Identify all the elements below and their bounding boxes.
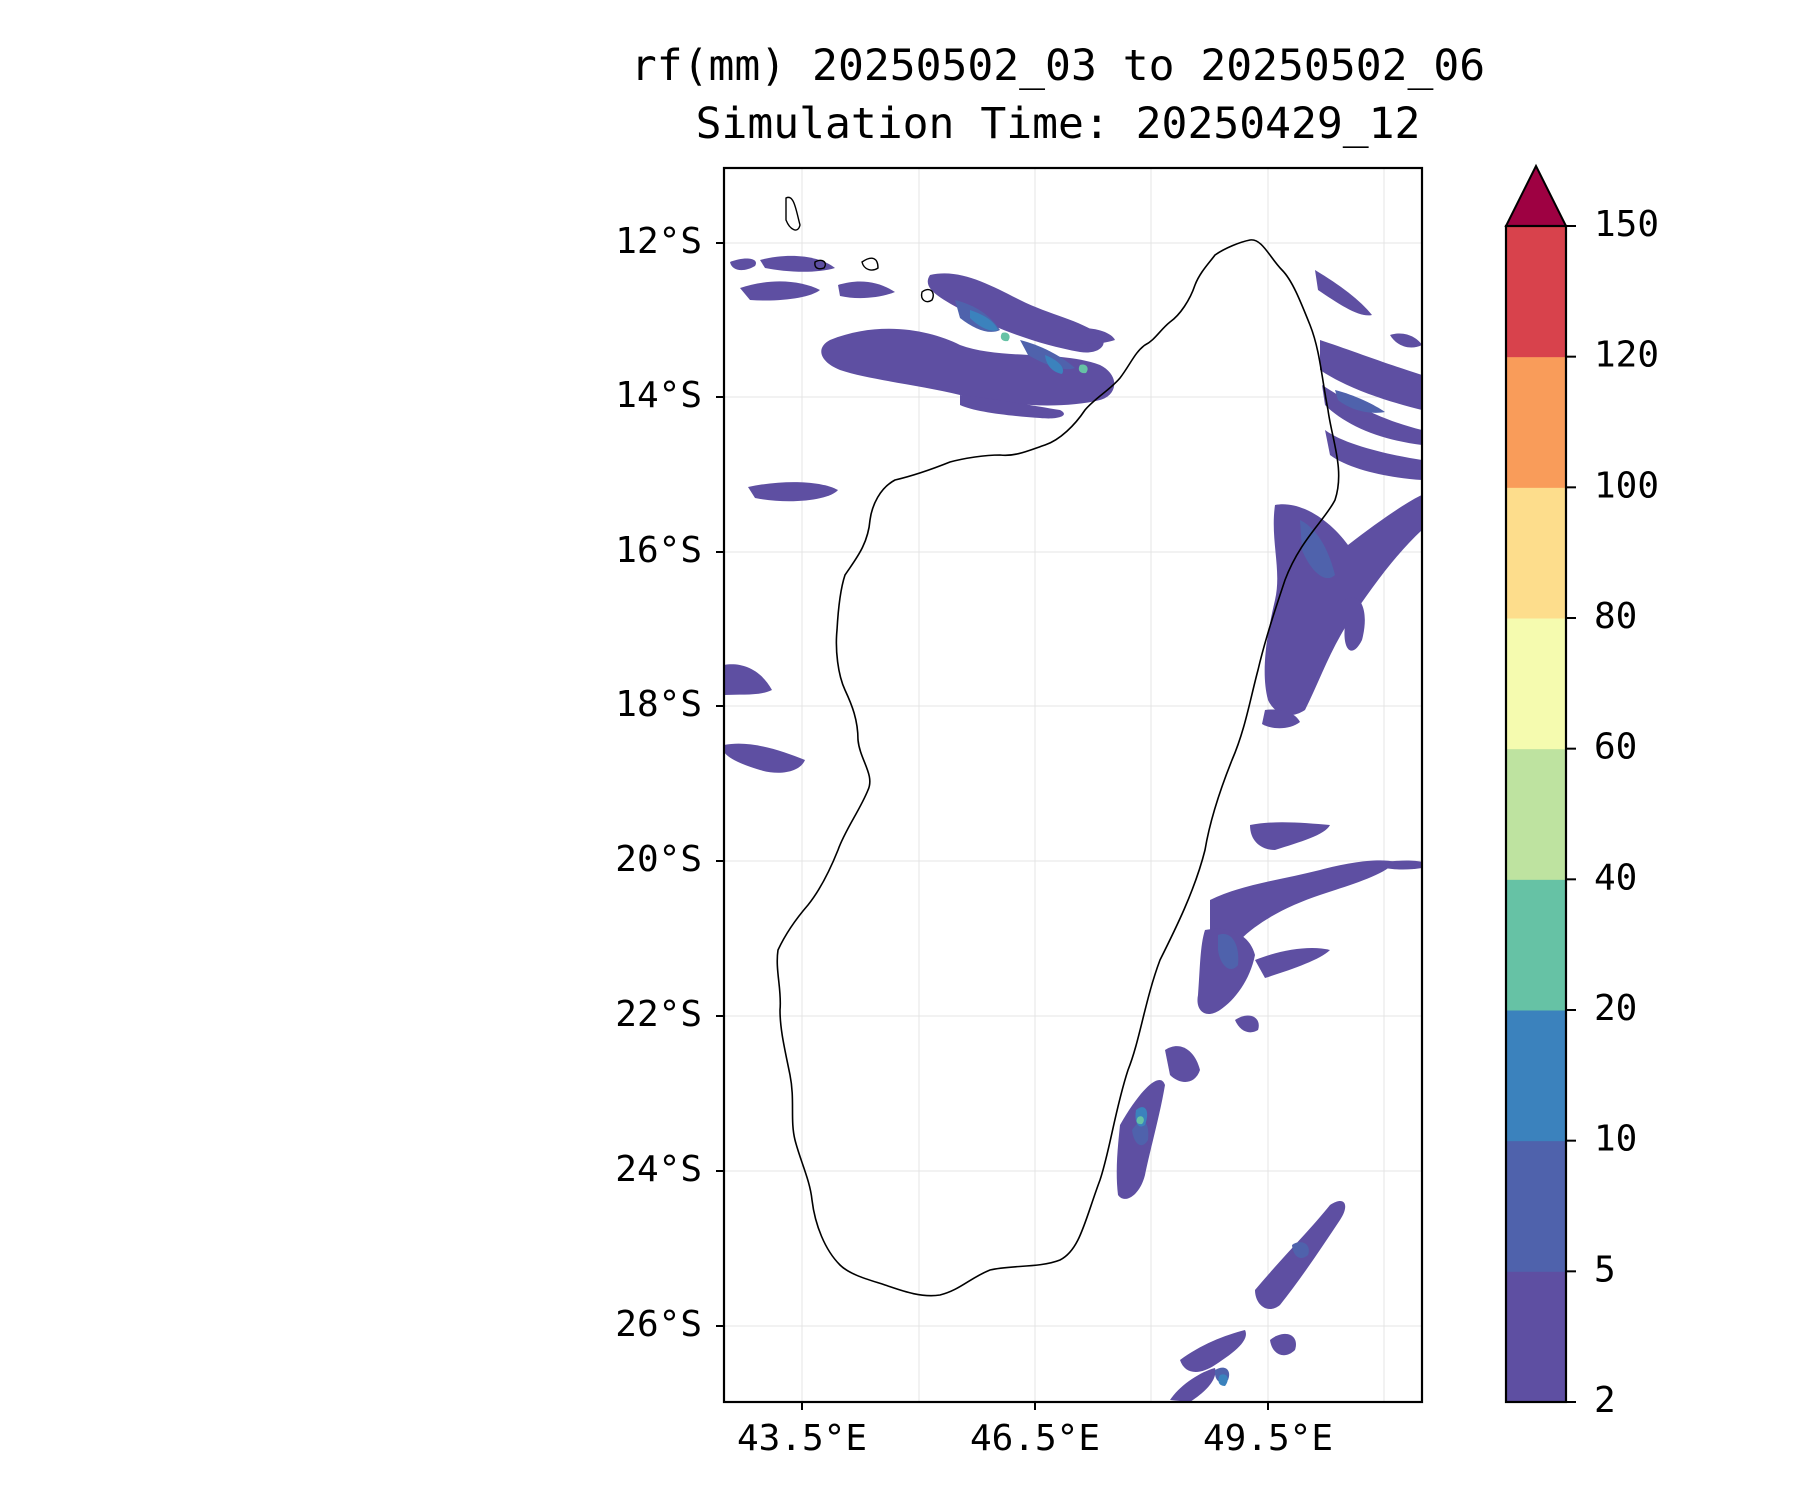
madagascar-coastline	[776, 239, 1340, 1297]
colorbar-tick-label: 40	[1594, 857, 1637, 898]
lat-label: 20°S	[615, 839, 702, 880]
lat-label: 26°S	[615, 1304, 702, 1345]
lat-label: 22°S	[615, 994, 702, 1035]
title-line-1: rf(mm) 20250502_03 to 20250502_06	[630, 41, 1486, 91]
lat-label: 16°S	[615, 530, 702, 571]
colorbar-tick-label: 100	[1594, 465, 1659, 506]
colorbar-tick-label: 5	[1594, 1249, 1616, 1290]
colorbar-segment	[1506, 356, 1566, 488]
colorbar-tick-label: 60	[1594, 727, 1637, 768]
colorbar-extend-arrow	[1504, 163, 1568, 227]
colorbar-tick-label: 20	[1594, 988, 1637, 1029]
lat-label: 14°S	[615, 375, 702, 416]
lon-label: 46.5°E	[970, 1418, 1100, 1459]
lat-label: 12°S	[615, 221, 702, 262]
colorbar-tick-label: 120	[1594, 335, 1659, 376]
colorbar-segment	[1506, 1271, 1566, 1403]
colorbar-segment	[1506, 748, 1566, 880]
colorbar-frame	[1504, 224, 1568, 1404]
colorbar-ticks: 2 5 10 20 40 60 80 100 120 150	[1566, 204, 1659, 1421]
colorbar-segments	[1506, 226, 1566, 1403]
colorbar-tick-label: 10	[1594, 1119, 1637, 1160]
colorbar-tick-label: 80	[1594, 596, 1637, 637]
colorbar-segment	[1506, 1010, 1566, 1142]
map-panel	[722, 166, 1424, 1404]
colorbar: 2 5 10 20 40 60 80 100 120 150	[1504, 163, 1659, 1421]
lon-label: 43.5°E	[737, 1418, 867, 1459]
lat-label: 18°S	[615, 684, 702, 725]
title-line-2: Simulation Time: 20250429_12	[695, 99, 1421, 149]
lat-label: 24°S	[615, 1149, 702, 1190]
colorbar-tick-label: 150	[1594, 204, 1659, 245]
rainfall-contours	[724, 255, 1422, 1402]
colorbar-segment	[1506, 226, 1566, 358]
lon-label: 49.5°E	[1203, 1418, 1333, 1459]
colorbar-segment	[1506, 618, 1566, 750]
colorbar-segment	[1506, 1140, 1566, 1272]
colorbar-segment	[1506, 487, 1566, 619]
lon-axis: 43.5°E 46.5°E 49.5°E	[737, 1402, 1333, 1459]
colorbar-segment	[1506, 879, 1566, 1011]
map-frame	[722, 166, 1424, 1404]
lat-axis: 12°S 14°S 16°S 18°S 20°S 22°S 24°S 26°S	[615, 221, 724, 1345]
island-outlines	[785, 196, 934, 303]
colorbar-tick-label: 2	[1594, 1380, 1616, 1421]
